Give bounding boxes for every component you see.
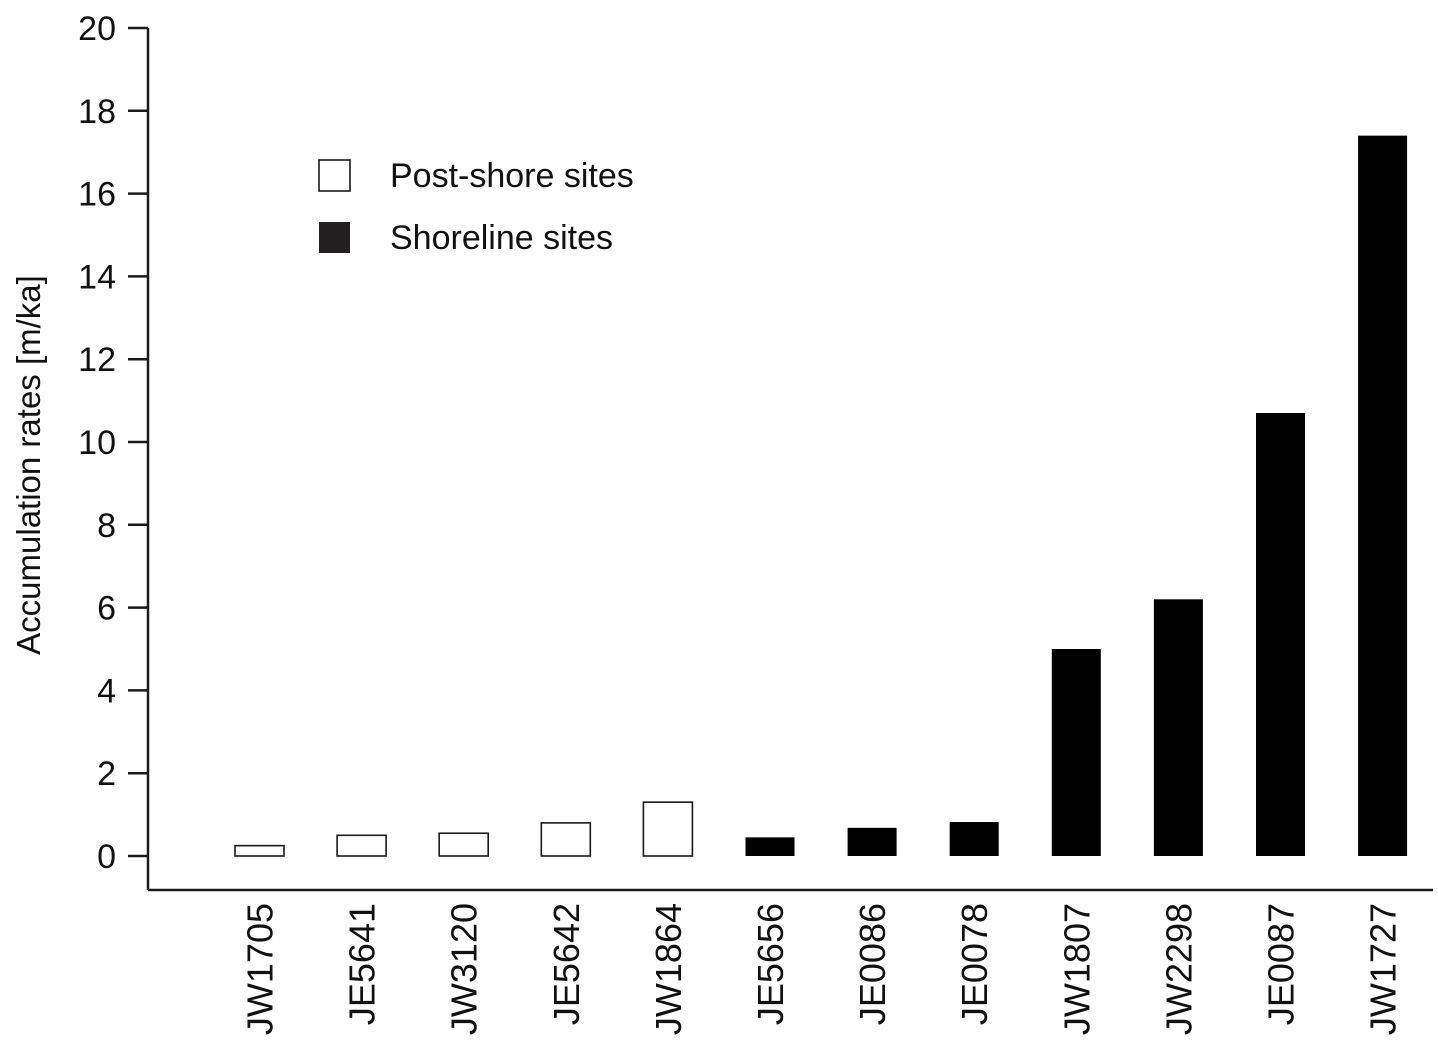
bar-JW1705 xyxy=(234,844,285,857)
bar-JE5641 xyxy=(336,834,387,857)
y-axis-title: Accumulation rates [m/ka] xyxy=(10,275,47,655)
x-tick-label: JE0087 xyxy=(1261,903,1302,1025)
y-tick-label: 20 xyxy=(78,10,116,48)
bar-JW1807 xyxy=(1051,649,1101,856)
y-axis: 0 2 4 6 8 10 12 14 16 18 20 xyxy=(78,10,150,890)
x-tick-label: JW1727 xyxy=(1363,903,1404,1035)
y-tick-label: 18 xyxy=(78,93,116,131)
x-tick-label: JE5656 xyxy=(750,903,791,1025)
x-tick-label: JW3120 xyxy=(444,903,485,1035)
bar-JE5642 xyxy=(540,822,592,857)
y-tick-label: 4 xyxy=(97,672,116,710)
y-tick-label: 8 xyxy=(97,507,116,545)
bar-JW3120 xyxy=(438,832,490,857)
y-tick-label: 2 xyxy=(97,755,116,793)
y-tick-label: 0 xyxy=(97,838,116,876)
y-tick-label: 14 xyxy=(78,258,116,296)
legend: Post-shore sites Shoreline sites xyxy=(318,157,634,257)
x-tick-label: JE5641 xyxy=(342,903,383,1025)
x-tick-label: JW1807 xyxy=(1056,903,1097,1035)
bar-JE0078 xyxy=(949,822,999,856)
x-tick-label: JW1705 xyxy=(240,903,281,1035)
bar-JE5656 xyxy=(745,837,795,856)
bar-JW2298 xyxy=(1153,599,1203,856)
y-tick-label: 12 xyxy=(78,341,116,379)
category-labels: JW1705 JE5641 JW3120 JE5642 JW1864 JE5656 JE00… xyxy=(240,903,1404,1035)
x-tick-label: JE0078 xyxy=(954,903,995,1025)
y-tick-label: 10 xyxy=(78,424,116,462)
bar-JW1864 xyxy=(642,801,694,857)
legend-label: Shoreline sites xyxy=(390,219,613,257)
x-tick-label: JE5642 xyxy=(546,903,587,1025)
x-tick-label: JW2298 xyxy=(1158,903,1199,1035)
y-tick-label: 6 xyxy=(97,590,116,628)
x-tick-label: JE0086 xyxy=(852,903,893,1025)
legend-label: Post-shore sites xyxy=(390,157,634,195)
bar-JE0087 xyxy=(1256,413,1305,856)
bar-JW1727 xyxy=(1358,135,1408,856)
legend-swatch-shoreline xyxy=(319,222,350,253)
y-tick-label: 16 xyxy=(78,176,116,214)
x-tick-label: JW1864 xyxy=(648,903,689,1035)
bars xyxy=(234,135,1408,857)
legend-swatch-post-shore xyxy=(318,159,351,192)
bar-JE0086 xyxy=(847,827,897,856)
